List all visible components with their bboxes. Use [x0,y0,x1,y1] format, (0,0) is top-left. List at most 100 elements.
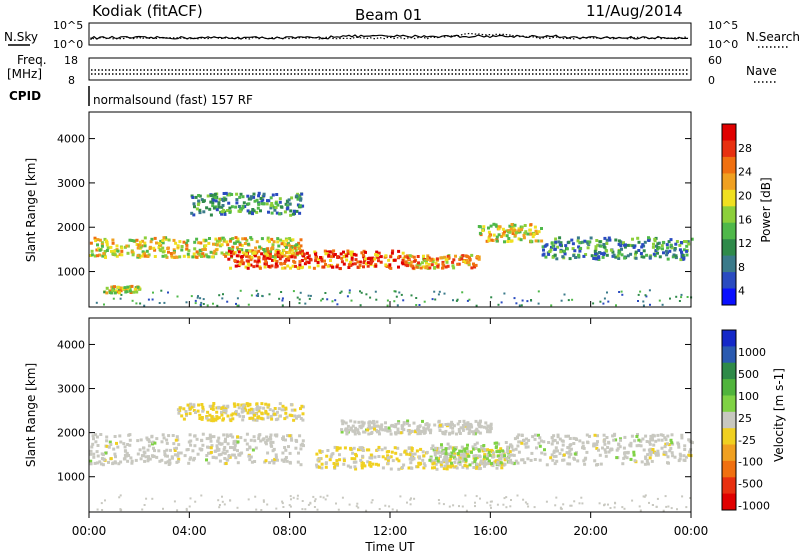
heatmap-cell [572,456,576,460]
heatmap-cell [252,195,256,199]
heatmap-cell [212,195,216,199]
heatmap-cell [462,452,466,456]
heatmap-cell [425,423,429,427]
heatmap-cell [234,236,238,240]
heatmap-cell [246,209,250,213]
heatmap-cell [188,412,192,416]
heatmap-cell [358,264,362,267]
heatmap-cell [143,304,146,307]
heatmap-cell [634,256,638,260]
heatmap-cell [103,303,105,306]
heatmap-cell [445,462,449,466]
heatmap-cell [505,457,509,461]
heatmap-cell [594,247,598,251]
heatmap-cell [146,255,150,258]
colorbar-swatch [722,379,736,396]
heatmap-cell [589,236,593,240]
heatmap-cell [244,265,248,269]
heatmap-cell [453,454,456,458]
heatmap-cell [618,291,621,293]
heatmap-cell [491,461,495,465]
heatmap-cell [200,416,204,419]
heatmap-cell [120,293,123,296]
heatmap-cell [349,465,353,469]
heatmap-cell [428,266,432,270]
heatmap-cell [509,505,512,508]
heatmap-cell [295,251,299,255]
heatmap-cell [384,504,387,507]
heatmap-cell [211,201,215,204]
heatmap-cell [158,248,162,252]
heatmap-cell [272,461,276,465]
heatmap-cell [354,426,358,430]
heatmap-cell [535,231,539,235]
heatmap-cell [247,202,251,206]
heatmap-cell [507,454,511,458]
heatmap-cell [512,461,516,465]
heatmap-cell [612,253,616,257]
heatmap-cell [198,447,202,451]
heatmap-cell [101,509,104,511]
heatmap-cell [143,252,147,256]
heatmap-cell [375,298,378,301]
heatmap-cell [685,249,689,253]
heatmap-cell [285,415,289,419]
heatmap-cell [89,452,93,456]
heatmap-cell [609,507,612,509]
heatmap-cell [431,466,434,470]
heatmap-cell [256,206,260,210]
heatmap-cell [561,255,565,259]
heatmap-cell [553,247,557,251]
heatmap-cell [199,241,203,245]
heatmap-cell [661,303,664,306]
heatmap-cell [558,452,562,456]
heatmap-cell [324,498,327,501]
heatmap-cell [466,299,469,302]
heatmap-cell [582,446,586,450]
heatmap-cell [257,194,261,198]
heatmap-cell [410,429,413,433]
heatmap-cell [136,439,140,443]
heatmap-cell [592,444,596,448]
heatmap-cell [356,265,360,269]
heatmap-cell [223,440,227,444]
heatmap-cell [240,248,244,252]
heatmap-cell [388,429,392,433]
heatmap-cell [146,448,150,452]
heatmap-cell [127,454,131,457]
heatmap-cell [436,446,440,450]
heatmap-cell [456,298,459,301]
heatmap-cell [459,456,463,460]
heatmap-cell [682,454,686,458]
heatmap-cell [213,249,217,253]
heatmap-cell [559,250,563,254]
heatmap-cell [485,462,489,466]
heatmap-cell [555,496,558,499]
heatmap-cell [446,459,450,463]
heatmap-cell [558,236,562,240]
heatmap-cell [553,454,556,458]
heatmap-cell [332,462,336,465]
heatmap-cell [130,284,134,288]
heatmap-cell [611,250,615,254]
heatmap-cell [255,289,258,292]
heatmap-cell [117,288,121,292]
heatmap-cell [410,455,413,459]
heatmap-cell [458,460,462,464]
heatmap-cell [248,445,252,449]
heatmap-cell [487,230,491,234]
heatmap-cell [467,425,471,429]
heatmap-cell [636,236,640,240]
heatmap-cell [373,455,377,459]
heatmap-cell [446,264,450,268]
heatmap-cell [227,454,231,458]
heatmap-cell [248,408,251,412]
heatmap-cell [147,253,151,257]
heatmap-cell [235,201,239,205]
heatmap-cell [195,237,199,241]
heatmap-cell [446,464,450,468]
heatmap-cell [205,458,208,462]
heatmap-cell [176,509,179,512]
heatmap-cell [653,254,657,258]
